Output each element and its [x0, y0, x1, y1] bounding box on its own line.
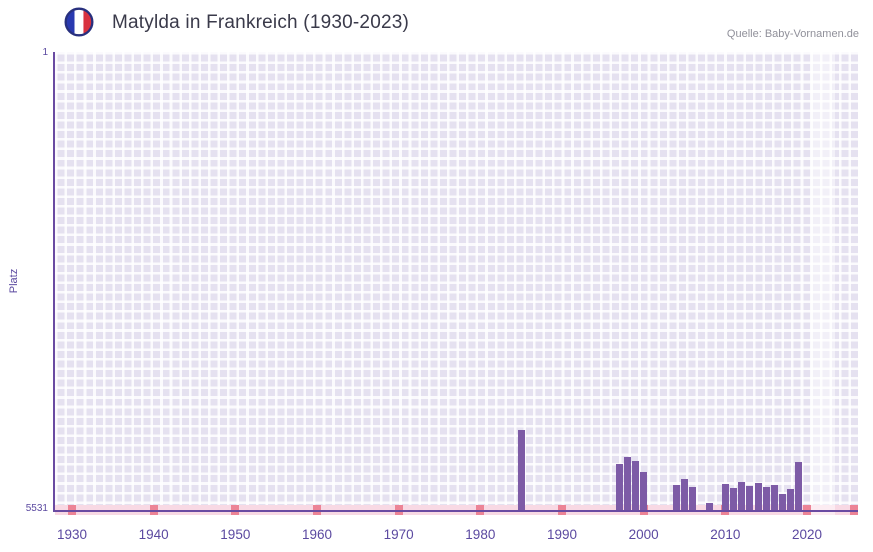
rank-bar-2011[interactable]: [730, 488, 737, 510]
y-tick-worst: 5531: [25, 503, 48, 514]
highlight-band: [811, 52, 836, 515]
rank-bar-2006[interactable]: [689, 486, 697, 510]
rank-bar-2018[interactable]: [787, 489, 795, 510]
x-axis-line: [53, 510, 858, 512]
x-tick-1980: 1980: [465, 527, 496, 542]
france-flag-icon: [63, 6, 95, 38]
rank-bar-2013[interactable]: [746, 485, 754, 510]
rank-bar-2012[interactable]: [738, 481, 746, 510]
x-tick-1950: 1950: [220, 527, 251, 542]
x-tick-1970: 1970: [383, 527, 414, 542]
x-tick-1940: 1940: [138, 527, 169, 542]
rank-bar-2017[interactable]: [779, 494, 786, 510]
rank-bar-2008[interactable]: [705, 503, 713, 510]
rank-bar-1998[interactable]: [623, 457, 631, 510]
rank-bar-1999[interactable]: [632, 461, 639, 510]
rank-bar-2004[interactable]: [672, 485, 680, 510]
x-tick-2000: 2000: [628, 527, 659, 542]
rank-bar-1997[interactable]: [615, 464, 623, 510]
y-axis-title: Platz: [8, 268, 20, 294]
rank-bar-2015[interactable]: [762, 486, 770, 510]
x-tick-2020: 2020: [791, 527, 823, 542]
x-tick-2010: 2010: [710, 527, 741, 542]
rank-bar-2000[interactable]: [640, 471, 648, 510]
source-attribution: Quelle: Baby-Vornamen.de: [726, 28, 859, 40]
chart-title: Matylda in Frankreich (1930-2023): [112, 12, 410, 33]
y-tick-best: 1: [42, 47, 48, 58]
x-tick-1990: 1990: [546, 527, 578, 542]
rank-bar-2019[interactable]: [795, 461, 803, 510]
rank-bar-2014[interactable]: [754, 483, 762, 510]
x-tick-1960: 1960: [301, 527, 333, 542]
rank-bar-2010[interactable]: [721, 484, 729, 510]
rank-bar-2005[interactable]: [681, 479, 688, 510]
y-axis-line: [53, 52, 55, 512]
rank-bar-2016[interactable]: [770, 485, 778, 510]
rank-bar-1985[interactable]: [517, 429, 525, 510]
x-tick-1930: 1930: [56, 527, 88, 542]
plot-area: [55, 52, 858, 515]
